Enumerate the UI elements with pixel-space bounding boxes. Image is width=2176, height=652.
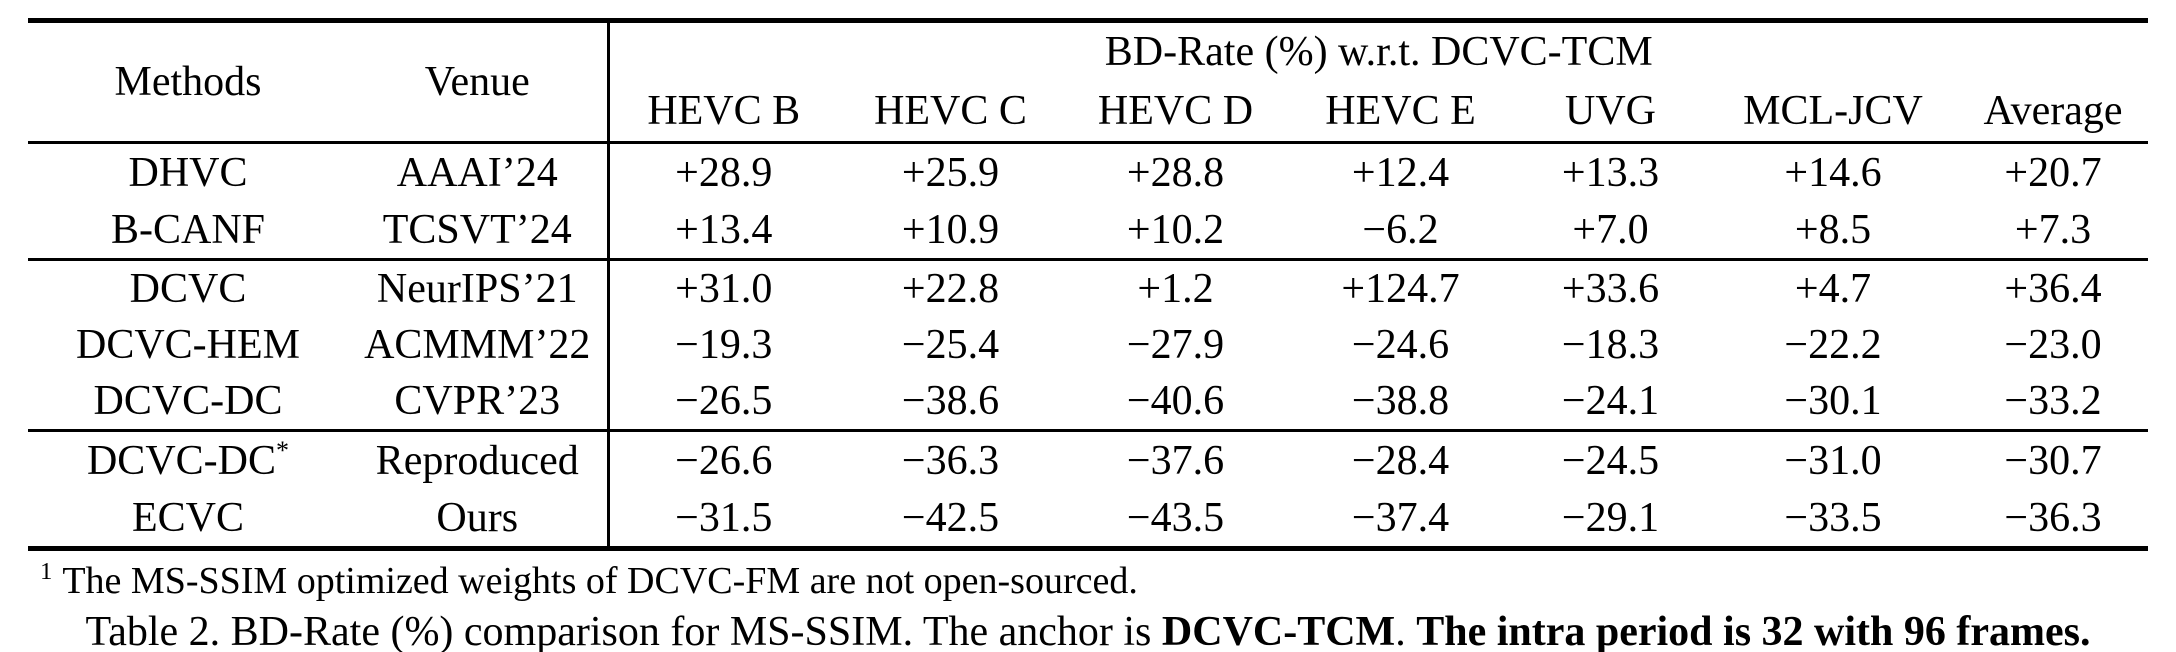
value-cell: −24.5	[1561, 437, 1660, 484]
value-cell: +8.5	[1794, 206, 1872, 253]
table-caption: Table 2. BD-Rate (%) comparison for MS-S…	[0, 609, 2176, 652]
value-cell: +28.9	[606, 142, 838, 201]
venue-cell: NeurIPS’21	[376, 266, 578, 312]
value-cell: −42.5	[901, 494, 1000, 541]
value-cell: −30.7	[2004, 437, 2102, 484]
value-cell: −33.2	[2004, 378, 2102, 424]
value-cell: +7.3	[2014, 206, 2092, 253]
value-cell: −29.1	[1561, 494, 1660, 541]
value-cell: +14.6	[1784, 149, 1882, 196]
value-cell: +25.9	[901, 149, 1000, 196]
col-header-uvg: UVG	[1565, 88, 1656, 134]
value-cell: −33.5	[1784, 494, 1882, 541]
footnote-marker: 1	[40, 558, 53, 586]
venue-cell: CVPR’23	[394, 378, 561, 424]
value-cell: +20.7	[2004, 149, 2102, 196]
value-cell: −37.4	[1351, 494, 1450, 541]
value-cell: +124.7	[1341, 266, 1460, 312]
col-header-hevc-d: HEVC D	[1097, 88, 1254, 134]
value-cell: +4.7	[1794, 266, 1872, 312]
header-span-row: Methods Venue BD-Rate (%) w.r.t. DCVC-TC…	[28, 20, 2148, 105]
value-cell: +28.8	[1126, 149, 1225, 196]
value-cell: −36.3	[901, 437, 1000, 484]
value-cell: −24.1	[1561, 378, 1660, 424]
method-cell: DCVC-HEM	[75, 322, 300, 368]
value-cell: −38.6	[901, 378, 1000, 424]
method-cell: DCVC-DC*	[28, 431, 348, 490]
venue-cell: Reproduced	[375, 437, 579, 484]
value-cell: −27.9	[1126, 322, 1225, 368]
table-row-dcvc: DCVC NeurIPS’21 +31.0 +22.8 +1.2 +124.7 …	[28, 259, 2148, 317]
value-cell: +13.4	[606, 201, 838, 260]
table-row-b-canf: B-CANF TCSVT’24 +13.4 +10.9 +10.2 −6.2 +…	[28, 201, 2148, 260]
header-dataset-row: HEVC B HEVC C HEVC D HEVC E UVG MCL-JCV …	[28, 81, 2148, 143]
value-cell: −18.3	[1561, 322, 1660, 368]
value-cell: −40.6	[1126, 378, 1225, 424]
venue-cell: AAAI’24	[396, 149, 558, 196]
value-cell: −31.5	[606, 489, 838, 549]
table-row-dcvc-dc: DCVC-DC CVPR’23 −26.5 −38.6 −40.6 −38.8 …	[28, 373, 2148, 431]
col-header-hevc-c: HEVC C	[874, 88, 1027, 134]
value-cell: +7.0	[1572, 206, 1649, 253]
value-cell: +1.2	[1137, 266, 1214, 312]
value-cell: −24.6	[1351, 322, 1450, 368]
value-cell: +12.4	[1351, 149, 1450, 196]
table-row-ecvc: ECVC Ours −31.5 −42.5 −43.5 −37.4 −29.1 …	[28, 489, 2148, 549]
table-row-dcvc-hem: DCVC-HEM ACMMM’22 −19.3 −25.4 −27.9 −24.…	[28, 317, 2148, 373]
value-cell: +33.6	[1561, 266, 1660, 312]
value-cell: −26.5	[606, 373, 838, 431]
paper-table-figure: Methods Venue BD-Rate (%) w.r.t. DCVC-TC…	[0, 18, 2176, 652]
value-cell: +10.2	[1126, 206, 1225, 253]
value-cell: −37.6	[1126, 437, 1225, 484]
col-header-methods: Methods	[114, 59, 262, 105]
value-cell: −22.2	[1784, 322, 1882, 368]
caption-mid: .	[1395, 609, 1417, 652]
value-cell: −6.2	[1362, 206, 1439, 253]
value-cell: −19.3	[606, 317, 838, 373]
col-header-mcl-jcv: MCL-JCV	[1743, 88, 1923, 134]
value-cell: +10.9	[901, 206, 1000, 253]
table-row-dhvc: DHVC AAAI’24 +28.9 +25.9 +28.8 +12.4 +13…	[28, 142, 2148, 201]
col-header-hevc-e: HEVC E	[1325, 88, 1476, 134]
col-header-average: Average	[1983, 88, 2123, 134]
method-cell: DHVC	[128, 149, 248, 196]
value-cell: −26.6	[606, 430, 838, 489]
asterisk-superscript: *	[276, 435, 290, 465]
method-cell: B-CANF	[110, 206, 266, 253]
value-cell: +31.0	[606, 259, 838, 317]
value-cell: +22.8	[901, 266, 1000, 312]
value-cell: −28.4	[1351, 437, 1450, 484]
value-cell: +13.3	[1561, 149, 1660, 196]
venue-cell: ACMMM’22	[364, 322, 591, 368]
value-cell: −31.0	[1784, 437, 1882, 484]
method-cell: ECVC	[131, 494, 244, 541]
caption-prefix: Table 2. BD-Rate (%) comparison for MS-S…	[85, 609, 1162, 652]
col-header-venue: Venue	[424, 59, 530, 105]
row-group-ours: DCVC-DC* Reproduced −26.6 −36.3 −37.6 −2…	[28, 430, 2148, 549]
footnote-text: The MS-SSIM optimized weights of DCVC-FM…	[62, 560, 1138, 602]
venue-cell: Ours	[436, 494, 519, 541]
value-cell: +36.4	[2004, 266, 2102, 312]
method-label: DCVC-DC	[86, 437, 276, 484]
method-cell: DCVC-DC	[93, 378, 283, 424]
col-header-hevc-b: HEVC B	[606, 81, 838, 143]
row-group-baselines: DHVC AAAI’24 +28.9 +25.9 +28.8 +12.4 +13…	[28, 142, 2148, 260]
table-header: Methods Venue BD-Rate (%) w.r.t. DCVC-TC…	[28, 20, 2148, 143]
caption-tail-bold: The intra period is 32 with 96 frames.	[1416, 609, 2091, 652]
row-group-dcvc-family: DCVC NeurIPS’21 +31.0 +22.8 +1.2 +124.7 …	[28, 259, 2148, 431]
value-cell: −23.0	[2004, 322, 2102, 368]
value-cell: −36.3	[2004, 494, 2102, 541]
value-cell: −38.8	[1351, 378, 1450, 424]
value-cell: −30.1	[1784, 378, 1882, 424]
method-cell: DCVC	[129, 266, 247, 312]
venue-cell: TCSVT’24	[382, 206, 572, 253]
value-cell: −43.5	[1126, 494, 1225, 541]
table-row-dcvc-dc-reproduced: DCVC-DC* Reproduced −26.6 −36.3 −37.6 −2…	[28, 430, 2148, 490]
footnote: 1 The MS-SSIM optimized weights of DCVC-F…	[40, 558, 2176, 602]
col-header-bdrate-span: BD-Rate (%) w.r.t. DCVC-TCM	[606, 20, 2148, 81]
value-cell: −25.4	[901, 322, 1000, 368]
caption-anchor-bold: DCVC-TCM	[1161, 609, 1396, 652]
bd-rate-table: Methods Venue BD-Rate (%) w.r.t. DCVC-TC…	[28, 18, 2148, 551]
